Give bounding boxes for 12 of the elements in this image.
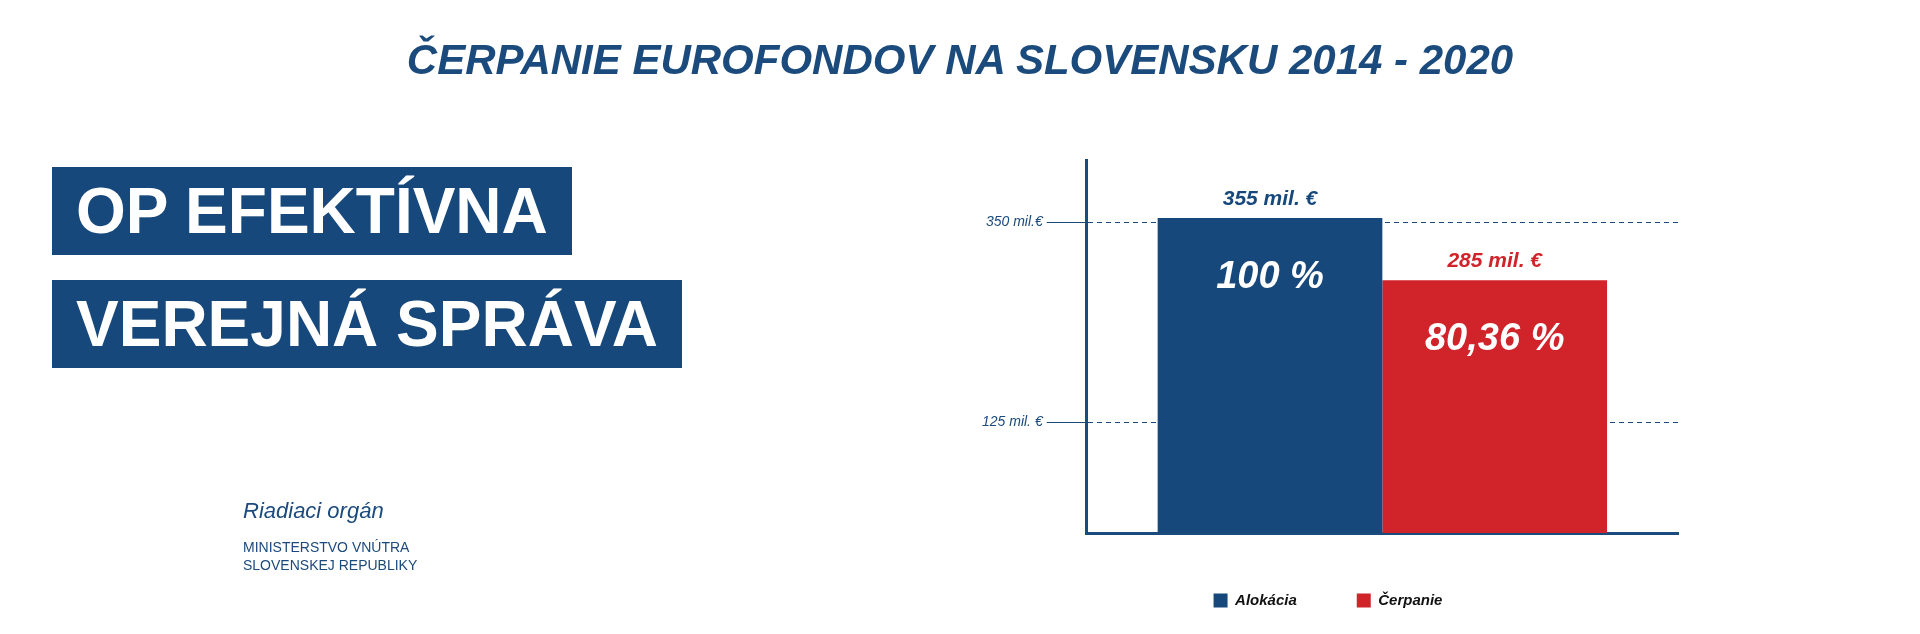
data-label: 285 mil. € bbox=[1446, 248, 1544, 272]
annotation: 100 % bbox=[1216, 253, 1324, 296]
y-tick-label: 125 mil. € bbox=[981, 413, 1044, 429]
legend-label: Alokácia bbox=[1234, 590, 1297, 608]
data-label: 355 mil. € bbox=[1222, 186, 1319, 210]
text: Riadiaci orgán bbox=[243, 498, 384, 524]
text: MINISTERSTVO VNÚTRA SLOVENSKEJ REPUBLIKY bbox=[243, 538, 419, 574]
legend-label: Čerpanie bbox=[1378, 590, 1443, 608]
annotation: 80,36 % bbox=[1424, 315, 1565, 358]
text: OP EFEKTÍVNA VEREJNÁ SPRÁVA bbox=[52, 167, 683, 368]
chart-title: ČERPANIE EUROFONDOV NA SLOVENSKU 2014 - 2020 bbox=[405, 36, 1515, 84]
y-tick-label: 350 mil.€ bbox=[985, 213, 1044, 230]
